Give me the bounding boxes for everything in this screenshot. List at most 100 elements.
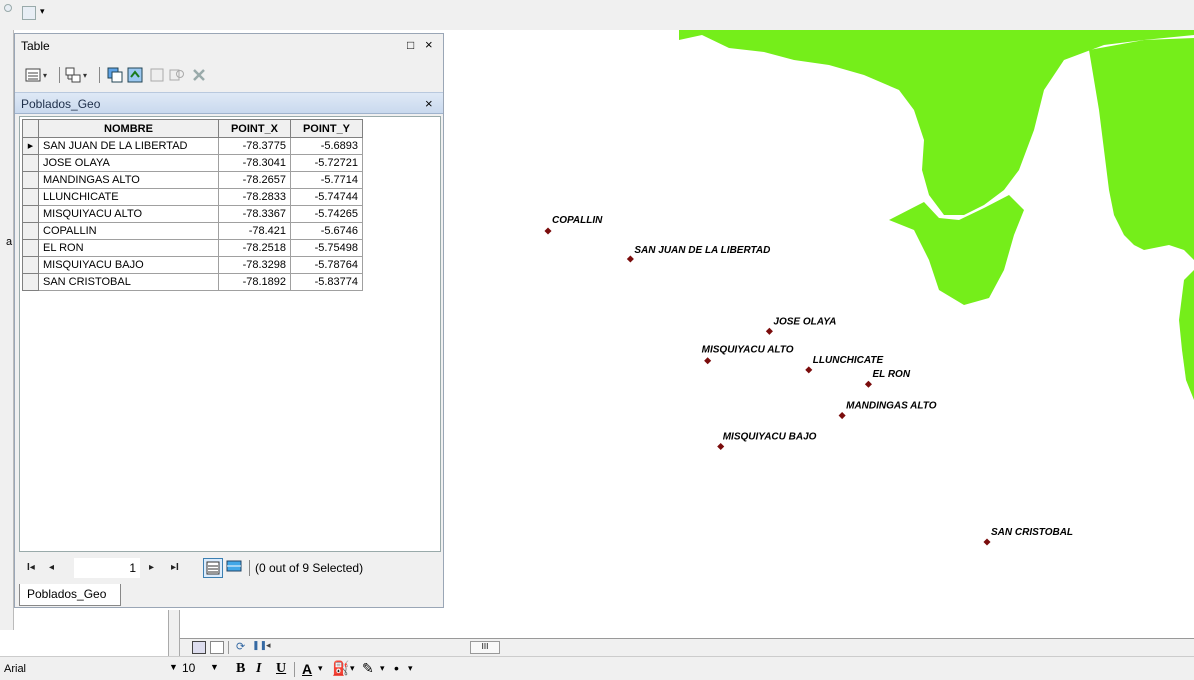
- font-color-button[interactable]: A: [302, 661, 313, 677]
- font-size-field[interactable]: 10: [182, 661, 196, 675]
- cell-nombre[interactable]: MISQUIYACU BAJO: [38, 256, 219, 274]
- next-record-button[interactable]: ▸: [149, 562, 155, 573]
- column-header-point-x[interactable]: POINT_X: [218, 119, 291, 138]
- table-row[interactable]: ▶ SAN JUAN DE LA LIBERTAD -78.3775 -5.6893: [22, 137, 363, 155]
- cell-nombre[interactable]: JOSE OLAYA: [38, 154, 219, 172]
- cell-point-x[interactable]: -78.421: [218, 222, 291, 240]
- column-header-point-y[interactable]: POINT_Y: [290, 119, 363, 138]
- column-header-nombre[interactable]: NOMBRE: [38, 119, 219, 138]
- cell-point-y[interactable]: -5.7714: [290, 171, 363, 189]
- cell-nombre[interactable]: COPALLIN: [38, 222, 219, 240]
- map-point-san-cristobal[interactable]: [983, 538, 991, 546]
- line-color-icon[interactable]: ✎: [362, 660, 374, 676]
- cell-point-y[interactable]: -5.74744: [290, 188, 363, 206]
- map-point-el-ron[interactable]: [864, 380, 872, 388]
- cell-point-y[interactable]: -5.74265: [290, 205, 363, 223]
- map-point-san-juan-de-la-libertad[interactable]: [626, 255, 634, 263]
- first-record-button[interactable]: I◂: [27, 562, 35, 573]
- toolbar-icon[interactable]: [22, 6, 36, 20]
- show-selected-records-button[interactable]: [225, 558, 245, 578]
- table-options-button[interactable]: ▾: [25, 66, 47, 84]
- font-name-field[interactable]: Arial: [4, 663, 27, 675]
- table-row[interactable]: MISQUIYACU ALTO -78.3367 -5.74265: [22, 205, 363, 223]
- cell-point-x[interactable]: -78.1892: [218, 273, 291, 291]
- row-selector[interactable]: [22, 154, 39, 172]
- map-canvas[interactable]: SAN JUAN DE LA LIBERTAD JOSE OLAYA MANDING…: [444, 30, 1194, 640]
- bold-button[interactable]: B: [236, 661, 246, 676]
- cell-point-x[interactable]: -78.2833: [218, 188, 291, 206]
- map-point-misquiyacu-bajo[interactable]: [717, 442, 725, 451]
- underline-button[interactable]: U: [276, 661, 287, 676]
- marker-color-icon[interactable]: •: [394, 660, 399, 676]
- layer-tab-close-icon[interactable]: ×: [425, 96, 433, 111]
- map-view[interactable]: SAN JUAN DE LA LIBERTAD JOSE OLAYA MANDING…: [444, 30, 1194, 640]
- cell-point-x[interactable]: -78.2657: [218, 171, 291, 189]
- refresh-icon[interactable]: ⟳: [236, 641, 246, 653]
- previous-record-button[interactable]: ◂: [49, 562, 55, 573]
- cell-point-x[interactable]: -78.3775: [218, 137, 291, 155]
- map-point-mandingas-alto[interactable]: [838, 411, 846, 420]
- cell-nombre[interactable]: MISQUIYACU ALTO: [38, 205, 219, 223]
- row-selector[interactable]: [22, 222, 39, 240]
- delete-selected-button[interactable]: [191, 66, 207, 84]
- attribute-grid[interactable]: NOMBRE POINT_X POINT_Y ▶ SAN JUAN DE LA L…: [19, 116, 441, 552]
- cell-nombre[interactable]: LLUNCHICATE: [38, 188, 219, 206]
- related-tables-button[interactable]: ▾: [65, 66, 87, 84]
- cell-nombre[interactable]: SAN JUAN DE LA LIBERTAD: [38, 137, 219, 155]
- row-selector[interactable]: ▶: [22, 137, 39, 155]
- map-point-copallin[interactable]: [544, 227, 552, 235]
- table-row[interactable]: JOSE OLAYA -78.3041 -5.72721: [22, 154, 363, 172]
- select-by-attributes-button[interactable]: [107, 66, 123, 84]
- cell-point-y[interactable]: -5.83774: [290, 273, 363, 291]
- close-icon[interactable]: ×: [425, 37, 433, 52]
- table-row[interactable]: MISQUIYACU BAJO -78.3298 -5.78764: [22, 256, 363, 274]
- cell-point-x[interactable]: -78.3041: [218, 154, 291, 172]
- horizontal-scroll-thumb[interactable]: III: [470, 641, 500, 654]
- fill-color-icon[interactable]: ⛽: [332, 660, 350, 676]
- font-size-dropdown-icon[interactable]: ▼: [210, 662, 219, 672]
- cell-nombre[interactable]: MANDINGAS ALTO: [38, 171, 219, 189]
- layout-view-button[interactable]: [210, 641, 224, 654]
- row-selector[interactable]: [22, 256, 39, 274]
- row-selector[interactable]: [22, 188, 39, 206]
- table-window-titlebar[interactable]: Table □ ×: [15, 34, 443, 58]
- toolbar-dropdown-icon[interactable]: ▾: [40, 6, 45, 16]
- switch-selection-button[interactable]: [127, 66, 143, 84]
- last-record-button[interactable]: ▸I: [171, 562, 179, 573]
- table-row[interactable]: LLUNCHICATE -78.2833 -5.74744: [22, 188, 363, 206]
- table-row[interactable]: COPALLIN -78.421 -5.6746: [22, 222, 363, 240]
- table-row[interactable]: SAN CRISTOBAL -78.1892 -5.83774: [22, 273, 363, 291]
- cell-point-x[interactable]: -78.2518: [218, 239, 291, 257]
- data-view-button[interactable]: [192, 641, 206, 654]
- map-point-misquiyacu-alto[interactable]: [704, 357, 712, 365]
- show-all-records-button[interactable]: [203, 558, 223, 578]
- row-selector-header[interactable]: [22, 119, 39, 138]
- restore-icon[interactable]: □: [407, 38, 415, 52]
- cell-point-y[interactable]: -5.6893: [290, 137, 363, 155]
- scroll-left-icon[interactable]: ◂: [266, 640, 271, 650]
- map-point-llunchicate[interactable]: [805, 366, 813, 374]
- cell-point-y[interactable]: -5.6746: [290, 222, 363, 240]
- layer-tab-label[interactable]: Poblados_Geo: [21, 97, 101, 111]
- font-name-dropdown-icon[interactable]: ▼: [169, 662, 178, 672]
- row-selector[interactable]: [22, 273, 39, 291]
- cell-nombre[interactable]: SAN CRISTOBAL: [38, 273, 219, 291]
- current-record-field[interactable]: 1: [74, 558, 140, 578]
- marker-color-dropdown-icon[interactable]: ▾: [408, 663, 413, 673]
- map-point-jose-olaya[interactable]: [765, 327, 773, 335]
- cell-nombre[interactable]: EL RON: [38, 239, 219, 257]
- cell-point-x[interactable]: -78.3367: [218, 205, 291, 223]
- cell-point-y[interactable]: -5.78764: [290, 256, 363, 274]
- row-selector[interactable]: [22, 239, 39, 257]
- line-color-dropdown-icon[interactable]: ▾: [380, 663, 385, 673]
- cell-point-y[interactable]: -5.72721: [290, 154, 363, 172]
- row-selector[interactable]: [22, 171, 39, 189]
- pause-icon[interactable]: ❚❚: [252, 640, 268, 650]
- cell-point-y[interactable]: -5.75498: [290, 239, 363, 257]
- zoom-to-selected-button[interactable]: [169, 66, 185, 84]
- font-color-dropdown-icon[interactable]: ▾: [318, 663, 323, 673]
- table-row[interactable]: MANDINGAS ALTO -78.2657 -5.7714: [22, 171, 363, 189]
- table-bottom-tab[interactable]: Poblados_Geo: [19, 584, 121, 606]
- fill-color-dropdown-icon[interactable]: ▾: [350, 663, 355, 673]
- table-row[interactable]: EL RON -78.2518 -5.75498: [22, 239, 363, 257]
